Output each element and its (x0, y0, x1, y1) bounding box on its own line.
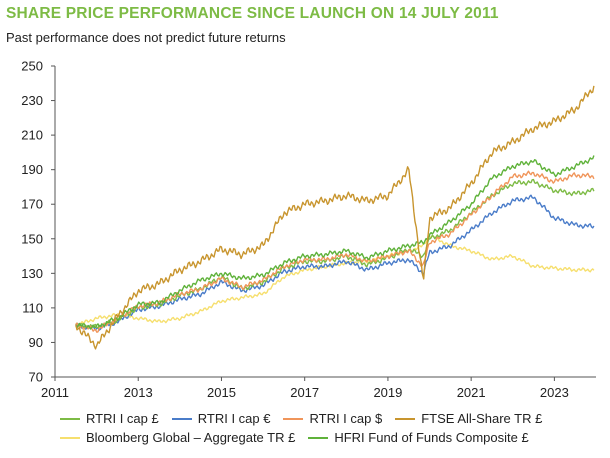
legend-swatch (60, 436, 80, 439)
legend-label: FTSE All-Share TR £ (421, 411, 543, 426)
y-tick-label: 110 (22, 300, 43, 315)
y-tick-label: 130 (21, 266, 43, 281)
series-line-4 (75, 234, 595, 327)
chart-title: SHARE PRICE PERFORMANCE SINCE LAUNCH ON … (6, 5, 499, 22)
legend-swatch (308, 436, 329, 439)
legend-item: Bloomberg Global – Aggregate TR £ (60, 430, 295, 445)
x-tick-label: 2017 (290, 385, 319, 400)
legend-swatch (283, 417, 304, 420)
legend-label: RTRI I cap $ (309, 411, 383, 426)
y-tick-label: 250 (21, 59, 43, 74)
y-tick-label: 190 (21, 162, 43, 177)
legend-swatch (395, 417, 416, 420)
x-tick-label: 2023 (540, 385, 569, 400)
legend-row-2: Bloomberg Global – Aggregate TR £ HFRI F… (60, 428, 605, 447)
y-tick-label: 210 (21, 128, 43, 143)
chart-legend: RTRI I cap £ RTRI I cap € RTRI I cap $ F… (60, 409, 605, 447)
plot-lines (75, 85, 595, 350)
legend-item: FTSE All-Share TR £ (395, 411, 542, 426)
y-tick-label: 90 (29, 335, 43, 350)
legend-label: HFRI Fund of Funds Composite £ (334, 430, 529, 445)
series-line-0 (75, 178, 595, 330)
series-line-3 (75, 85, 595, 350)
legend-label: RTRI I cap € (197, 411, 271, 426)
y-tick-label: 150 (21, 231, 43, 246)
legend-item: RTRI I cap $ (283, 411, 382, 426)
x-tick-label: 2021 (457, 385, 486, 400)
legend-label: RTRI I cap £ (86, 411, 159, 426)
legend-label: Bloomberg Global – Aggregate TR £ (86, 430, 296, 445)
series-line-1 (75, 194, 595, 331)
y-tick-label: 170 (21, 197, 43, 212)
x-tick-label: 2011 (41, 385, 69, 400)
y-axis-ticks: 70 90 110 130 150 170 190 210 230 250 (21, 59, 55, 385)
legend-row-1: RTRI I cap £ RTRI I cap € RTRI I cap $ F… (60, 409, 605, 428)
x-tick-label: 2019 (373, 385, 402, 400)
series-line-5 (75, 155, 595, 330)
x-tick-label: 2013 (124, 385, 153, 400)
legend-item: RTRI I cap £ (60, 411, 159, 426)
legend-swatch (60, 417, 80, 420)
legend-swatch (171, 417, 192, 420)
legend-item: HFRI Fund of Funds Composite £ (308, 430, 529, 445)
y-tick-label: 230 (21, 93, 43, 108)
x-tick-label: 2015 (207, 385, 236, 400)
chart-subtitle: Past performance does not predict future… (6, 30, 286, 45)
legend-item: RTRI I cap € (171, 411, 271, 426)
x-axis-ticks: 2011 2013 2015 2017 2019 2021 2023 (41, 377, 569, 400)
y-tick-label: 70 (29, 370, 43, 385)
